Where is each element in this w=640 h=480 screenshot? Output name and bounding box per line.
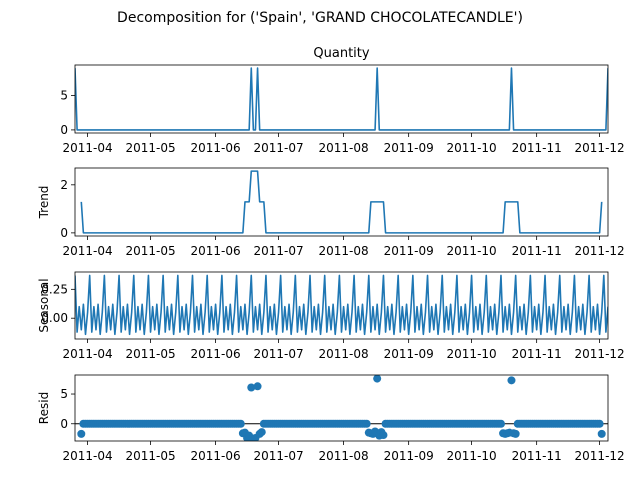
axes-frame <box>74 167 609 237</box>
resid-point <box>253 382 262 391</box>
y-tick-label: 5 <box>60 89 68 103</box>
x-tick-label: 2011-10 <box>447 449 497 463</box>
x-tick-label: 2011-12 <box>575 244 625 258</box>
x-tick-label: 2011-06 <box>191 244 241 258</box>
y-axis-label: Trend <box>37 186 51 220</box>
x-tick-label: 2011-10 <box>447 347 497 361</box>
x-tick-label: 2011-09 <box>384 347 434 361</box>
axes-frame <box>74 374 609 442</box>
x-tick-label: 2011-05 <box>125 244 175 258</box>
axes-frame <box>74 271 609 340</box>
y-tick-label: 5 <box>60 387 68 401</box>
resid-point <box>362 419 371 428</box>
resid-point <box>379 431 388 440</box>
series-line <box>80 170 603 234</box>
panel-trend: Trend 0 2 2011-04 2011-05 2011-06 2011-07 2011-… <box>37 167 625 258</box>
x-tick-label: 2011-06 <box>191 141 241 155</box>
panel-resid: Resid 0 5 2011-04 2011-05 2011-06 2011-07 2011-… <box>37 374 625 463</box>
x-tick-label: 2011-08 <box>319 449 369 463</box>
y-axis-label: Resid <box>37 392 51 424</box>
resid-point <box>257 428 266 437</box>
y-axis-label: Seasonal <box>37 278 51 332</box>
figure-suptitle: Decomposition for ('Spain', 'GRAND CHOCO… <box>117 10 523 26</box>
x-tick-label: 2011-10 <box>447 244 497 258</box>
x-tick-label: 2011-05 <box>125 347 175 361</box>
resid-point <box>373 375 382 383</box>
axes-frame <box>74 64 609 134</box>
y-tick-label: 0 <box>60 226 68 240</box>
x-tick-label: 2011-11 <box>512 141 562 155</box>
x-tick-label: 2011-11 <box>512 244 562 258</box>
x-tick-label: 2011-09 <box>384 449 434 463</box>
resid-point <box>597 429 606 438</box>
x-tick-label: 2011-07 <box>253 141 303 155</box>
y-tick-label: 0.25 <box>41 282 68 296</box>
resid-point <box>511 429 520 438</box>
resid-point <box>247 383 256 392</box>
resid-point <box>496 419 505 428</box>
y-tick-label: 0.00 <box>41 311 68 325</box>
x-tick-label: 2011-08 <box>319 244 369 258</box>
x-tick-label: 2011-05 <box>125 449 175 463</box>
x-tick-label: 2011-12 <box>575 347 625 361</box>
resid-point <box>77 429 86 438</box>
x-tick-label: 2011-09 <box>384 141 434 155</box>
x-tick-label: 2011-07 <box>253 449 303 463</box>
x-tick-label: 2011-11 <box>512 347 562 361</box>
x-tick-label: 2011-12 <box>575 141 625 155</box>
x-tick-label: 2011-12 <box>575 449 625 463</box>
resid-point <box>236 419 245 428</box>
x-tick-label: 2011-06 <box>191 449 241 463</box>
x-tick-label: 2011-07 <box>253 347 303 361</box>
y-tick-label: 0 <box>60 123 68 137</box>
x-tick-label: 2011-11 <box>512 449 562 463</box>
x-tick-label: 2011-04 <box>63 141 113 155</box>
series-line <box>75 274 608 336</box>
x-tick-label: 2011-04 <box>63 347 113 361</box>
resid-point <box>595 419 604 428</box>
x-tick-label: 2011-05 <box>125 141 175 155</box>
x-tick-label: 2011-10 <box>447 141 497 155</box>
x-tick-label: 2011-06 <box>191 347 241 361</box>
x-tick-label: 2011-04 <box>63 449 113 463</box>
panel-quantity: Quantity 0 5 2011-04 2011-05 2011-06 2011-07 20… <box>60 46 624 155</box>
series-line <box>75 67 608 131</box>
x-tick-label: 2011-08 <box>319 347 369 361</box>
x-tick-label: 2011-09 <box>384 244 434 258</box>
panel-title: Quantity <box>313 46 369 61</box>
y-tick-label: 0 <box>60 417 68 431</box>
x-tick-label: 2011-04 <box>63 244 113 258</box>
y-tick-label: 2 <box>60 178 68 192</box>
x-tick-label: 2011-07 <box>253 244 303 258</box>
resid-point <box>507 376 516 385</box>
x-tick-label: 2011-08 <box>319 141 369 155</box>
